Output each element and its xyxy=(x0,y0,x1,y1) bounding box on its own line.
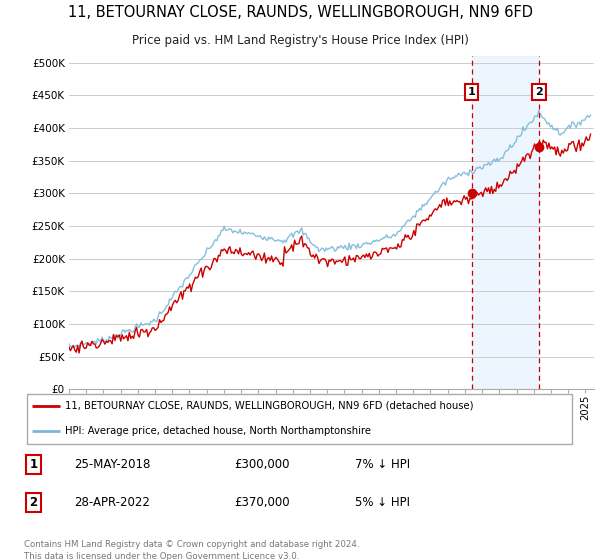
Text: £370,000: £370,000 xyxy=(234,496,289,509)
Text: £300,000: £300,000 xyxy=(234,458,289,471)
Text: 25-MAY-2018: 25-MAY-2018 xyxy=(74,458,150,471)
Text: Contains HM Land Registry data © Crown copyright and database right 2024.
This d: Contains HM Land Registry data © Crown c… xyxy=(24,540,359,560)
Text: HPI: Average price, detached house, North Northamptonshire: HPI: Average price, detached house, Nort… xyxy=(65,426,371,436)
Text: 28-APR-2022: 28-APR-2022 xyxy=(74,496,149,509)
Text: 2: 2 xyxy=(29,496,38,509)
Text: 11, BETOURNAY CLOSE, RAUNDS, WELLINGBOROUGH, NN9 6FD (detached house): 11, BETOURNAY CLOSE, RAUNDS, WELLINGBORO… xyxy=(65,401,474,411)
Text: 11, BETOURNAY CLOSE, RAUNDS, WELLINGBOROUGH, NN9 6FD: 11, BETOURNAY CLOSE, RAUNDS, WELLINGBORO… xyxy=(67,5,533,20)
Text: 1: 1 xyxy=(468,87,476,97)
Text: 5% ↓ HPI: 5% ↓ HPI xyxy=(355,496,410,509)
Bar xyxy=(472,56,539,389)
FancyBboxPatch shape xyxy=(27,394,572,444)
Text: 1: 1 xyxy=(29,458,38,471)
Text: 7% ↓ HPI: 7% ↓ HPI xyxy=(355,458,410,471)
Text: 2: 2 xyxy=(535,87,543,97)
Text: Price paid vs. HM Land Registry's House Price Index (HPI): Price paid vs. HM Land Registry's House … xyxy=(131,34,469,47)
